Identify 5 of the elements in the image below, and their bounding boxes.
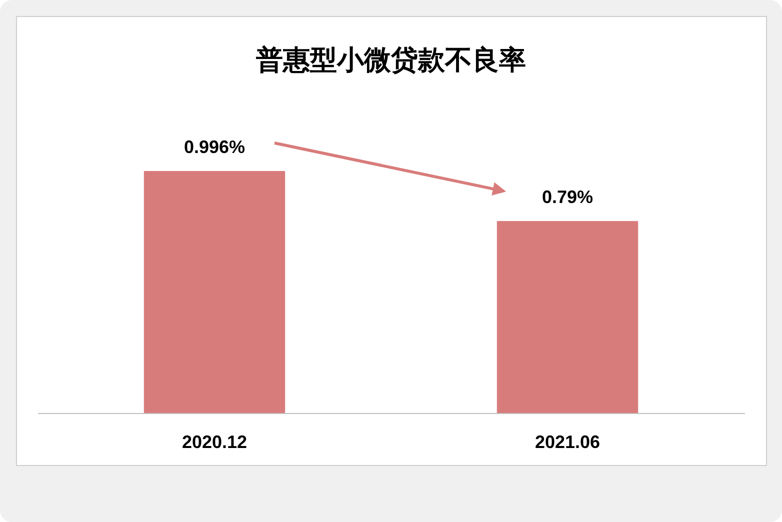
- data-label: 0.79%: [542, 187, 594, 208]
- x-tick-label: 2020.12: [182, 432, 248, 452]
- x-tick-label: 2021.06: [534, 432, 600, 452]
- data-label: 0.996%: [184, 137, 246, 157]
- chart-title: 普惠型小微贷款不良率: [255, 45, 526, 75]
